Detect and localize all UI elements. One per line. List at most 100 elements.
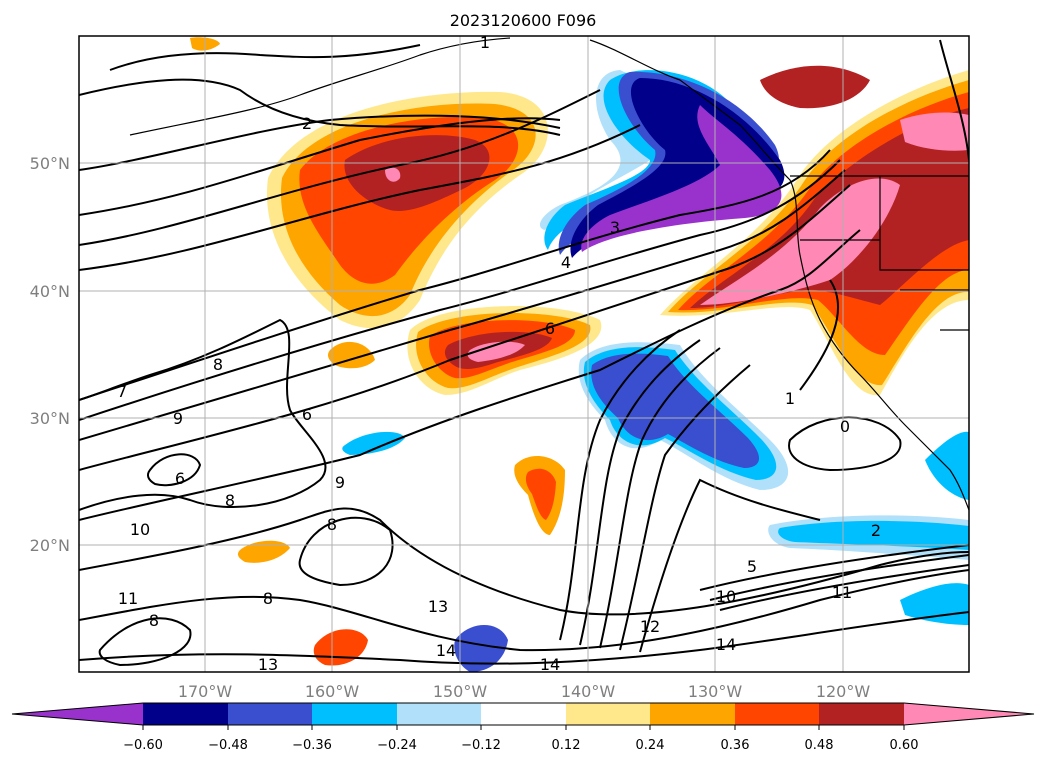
contour-label: 6 <box>302 405 312 424</box>
shade-negative-small-2 <box>454 625 508 672</box>
colorbar: −0.60 −0.48 −0.36 −0.24 −0.12 0.12 0.24 … <box>11 702 1035 753</box>
colorbar-bin <box>397 703 481 725</box>
colorbar-tick-label: −0.36 <box>292 738 332 753</box>
colorbar-bin <box>312 703 397 725</box>
lon-label-170w: 170°W <box>178 682 233 701</box>
shade-negative-band-2 <box>778 520 969 550</box>
colorbar-ticks <box>142 725 905 730</box>
map-panel: 1 2 3 4 6 8 7 9 6 8 9 10 11 8 6 8 8 13 1… <box>78 33 970 674</box>
shade-positive-coastal-5 <box>700 178 900 305</box>
coastline-alaska <box>129 37 511 136</box>
contour-line <box>298 516 394 587</box>
contour-label: 13 <box>258 655 278 674</box>
map-frame <box>78 35 970 673</box>
colorbar-over-extension <box>904 703 1034 725</box>
contour-label: 8 <box>263 589 273 608</box>
contour-line <box>79 149 831 401</box>
contour-line <box>79 507 969 616</box>
contour-line <box>79 169 846 441</box>
lon-label-120w: 120°W <box>816 682 871 701</box>
contour-line <box>599 347 721 649</box>
contour-line <box>699 544 969 591</box>
contour-line <box>79 184 851 471</box>
colorbar-bin <box>228 703 312 725</box>
contour-line <box>79 117 561 216</box>
lon-label-160w: 160°W <box>305 682 360 701</box>
contour-label: 4 <box>561 253 571 272</box>
contour-label: 8 <box>213 355 223 374</box>
contour-label: 9 <box>173 409 183 428</box>
colorbar-bin <box>481 703 566 725</box>
shade-positive-subtropical-5 <box>467 341 525 362</box>
contour-line <box>79 124 641 271</box>
coastlines <box>129 37 969 511</box>
colorbar-bin <box>735 703 819 725</box>
contour-line <box>79 229 861 521</box>
lat-label-40n: 40°N <box>30 282 70 301</box>
contour-line <box>98 617 192 667</box>
colorbar-bin <box>819 703 904 725</box>
colorbar-tick-label: −0.48 <box>208 738 248 753</box>
shade-positive-small-4 <box>327 341 375 369</box>
contour-label: 8 <box>327 515 337 534</box>
colorbar-tick-labels: −0.60 −0.48 −0.36 −0.24 −0.12 0.12 0.24 … <box>123 738 918 753</box>
contour-line <box>719 564 969 611</box>
shaded-fields <box>190 37 969 672</box>
contour-labels: 1 2 3 4 6 8 7 9 6 8 9 10 11 8 6 8 8 13 1… <box>117 33 881 674</box>
contour-label: 5 <box>747 557 757 576</box>
contour-label: 14 <box>436 641 456 660</box>
contour-label: 7 <box>117 382 127 401</box>
gridlines <box>79 36 969 672</box>
contour-label: 3 <box>610 218 620 237</box>
contour-label: 11 <box>832 583 852 602</box>
contour-label: 2 <box>302 114 312 133</box>
shade-positive-north-5 <box>385 167 401 182</box>
colorbar-bin <box>650 703 735 725</box>
contour-label: 13 <box>428 597 448 616</box>
lat-label-20n: 20°N <box>30 536 70 555</box>
colorbar-tick-label: 0.48 <box>805 738 834 753</box>
contour-label: 12 <box>640 617 660 636</box>
contour-label: 6 <box>175 469 185 488</box>
contour-line <box>639 478 821 653</box>
shade-positive-small-3 <box>237 540 290 563</box>
contour-lines <box>79 39 969 667</box>
contour-line <box>79 611 969 665</box>
contour-line <box>146 453 202 487</box>
colorbar-tick-label: 0.36 <box>721 738 750 753</box>
colorbar-tick-label: 0.24 <box>636 738 665 753</box>
contour-line <box>709 554 969 601</box>
latitude-labels: 50°N 40°N 30°N 20°N <box>30 154 70 555</box>
colorbar-tick-label: 0.60 <box>890 738 919 753</box>
contour-label: 1 <box>480 33 490 52</box>
contour-line <box>799 279 839 391</box>
contour-label: 10 <box>716 587 736 606</box>
contour-line <box>79 318 327 511</box>
contour-line <box>939 39 969 161</box>
map-title: 2023120600 F096 <box>450 11 597 30</box>
contour-label: 11 <box>118 589 138 608</box>
contour-label: 1 <box>785 389 795 408</box>
contour-label: 14 <box>716 635 736 654</box>
contour-label: 2 <box>871 521 881 540</box>
colorbar-tick-label: −0.60 <box>123 738 163 753</box>
lon-label-130w: 130°W <box>688 682 743 701</box>
colorbar-under-extension <box>12 703 143 725</box>
colorbar-tick-label: 0.12 <box>552 738 581 753</box>
contour-label: 8 <box>149 611 159 630</box>
contour-label: 0 <box>840 417 850 436</box>
shade-negative-purple <box>581 105 782 252</box>
lon-label-140w: 140°W <box>561 682 616 701</box>
contour-label: 14 <box>540 655 560 674</box>
contour-line <box>109 44 421 71</box>
contour-line <box>79 114 561 171</box>
shade-positive-small-1b <box>525 468 556 520</box>
contour-label: 8 <box>225 491 235 510</box>
lat-label-50n: 50°N <box>30 154 70 173</box>
colorbar-bin <box>566 703 650 725</box>
border-states-1 <box>879 176 969 271</box>
shade-negative-south-2 <box>591 353 760 468</box>
coastline-north-america <box>589 39 969 511</box>
lat-label-30n: 30°N <box>30 409 70 428</box>
